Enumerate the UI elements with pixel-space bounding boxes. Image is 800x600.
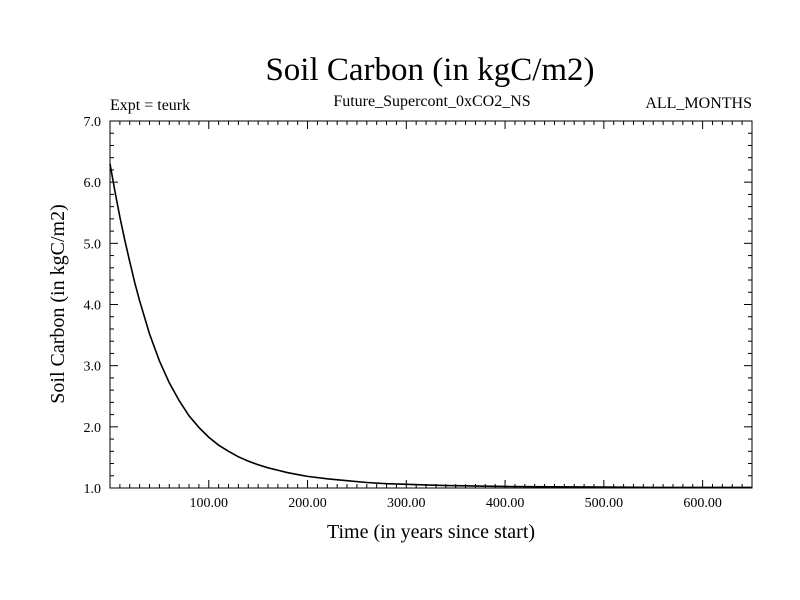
plot-area	[109, 163, 752, 489]
y-tick-label: 2.0	[84, 421, 102, 436]
months-label: ALL_MONTHS	[645, 95, 752, 112]
x-tick-label: 500.00	[585, 496, 624, 511]
x-tick-label: 300.00	[387, 496, 426, 511]
y-tick-label: 7.0	[84, 115, 102, 130]
x-tick-label: 200.00	[288, 496, 327, 511]
experiment-label: Expt = teurk	[110, 97, 190, 114]
x-axis-ticks: 100.00 200.00 300.00 400.00 500.00 600.00	[119, 121, 743, 511]
x-tick-label: 100.00	[190, 496, 229, 511]
series-line-0	[109, 163, 752, 489]
y-axis-ticks: 1.0 2.0 3.0 4.0 5.0 6.0 7.0	[84, 115, 752, 497]
y-tick-label: 5.0	[84, 237, 102, 252]
y-tick-label: 1.0	[84, 482, 102, 497]
y-axis-title: Soil Carbon (in kgC/m2)	[47, 204, 69, 403]
x-axis-title: Time (in years since start)	[327, 521, 535, 543]
x-tick-label: 600.00	[683, 496, 722, 511]
chart-title: Soil Carbon (in kgC/m2)	[265, 52, 594, 88]
y-tick-label: 3.0	[84, 360, 102, 375]
y-tick-label: 6.0	[84, 176, 102, 191]
y-tick-label: 4.0	[84, 299, 102, 314]
chart-subtitle: Future_Supercont_0xCO2_NS	[333, 93, 530, 110]
x-tick-label: 400.00	[486, 496, 525, 511]
plot-frame	[109, 120, 753, 489]
